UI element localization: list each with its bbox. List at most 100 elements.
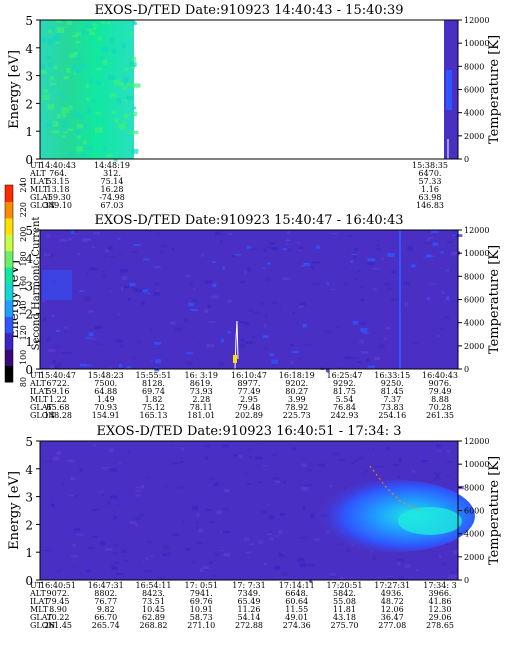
heatmap-cell	[203, 445, 210, 448]
heatmap-cell	[439, 251, 444, 254]
heatmap-cell	[129, 521, 137, 525]
heatmap-cell	[89, 328, 96, 330]
heatmap-cell	[128, 298, 131, 301]
heatmap-cell	[104, 548, 112, 552]
table-cell: 277.08	[378, 621, 406, 630]
heatmap-cell	[185, 361, 193, 365]
heatmap-cell	[246, 246, 252, 249]
heatmap-cell	[48, 38, 52, 44]
heatmap-cell	[337, 543, 345, 545]
heatmap-cell	[133, 111, 137, 117]
heatmap-cell	[160, 249, 163, 253]
heatmap-cell	[77, 135, 82, 139]
heatmap-cell	[233, 454, 238, 457]
y-tick-label-left: 5	[25, 435, 33, 449]
heatmap-cell	[446, 241, 454, 243]
table-cell: 2.95	[240, 395, 258, 404]
heatmap-cell	[212, 283, 217, 288]
table-cell: 54.14	[238, 613, 261, 622]
table-cell: 8.88	[431, 395, 449, 404]
heatmap-cell	[114, 504, 121, 506]
heatmap-cell	[427, 236, 434, 239]
y-tick-label-left: 1	[25, 546, 33, 560]
heatmap-cell	[103, 59, 108, 65]
heatmap-cell	[45, 123, 51, 128]
heatmap-cell	[199, 568, 204, 573]
heatmap-cell	[424, 241, 432, 244]
heatmap-cell	[69, 105, 73, 111]
heatmap-cell	[182, 518, 185, 523]
heatmap-cell	[238, 301, 241, 303]
heatmap-cell	[432, 242, 439, 246]
y-tick-label-left: 5	[25, 14, 33, 28]
table-cell: 261.45	[44, 621, 72, 630]
heatmap-cell	[86, 271, 89, 275]
heatmap-cell	[372, 447, 375, 451]
heatmap-cell	[347, 235, 354, 237]
heatmap-cell	[153, 291, 160, 296]
heatmap-cell	[41, 94, 50, 101]
heatmap-cell	[404, 302, 408, 307]
heatmap-cell	[124, 99, 128, 102]
table-cell: 181.01	[187, 411, 215, 420]
heatmap-cell	[239, 321, 245, 323]
heatmap-cell	[282, 248, 287, 250]
heatmap-cell	[337, 367, 343, 369]
heatmap-cell	[343, 356, 351, 360]
heatmap-cell	[291, 447, 297, 451]
table-cell: 16.28	[101, 185, 124, 194]
heatmap-cell	[411, 342, 419, 344]
heatmap-cell	[313, 538, 320, 541]
panel-title: EXOS-D/TED Date:910923 14:40:43 - 15:40:…	[94, 3, 403, 18]
heatmap-cell	[110, 495, 118, 499]
heatmap-cell	[92, 535, 99, 538]
table-cell: 15:55:51	[136, 371, 172, 380]
table-cell: 265.74	[92, 621, 120, 630]
heatmap-cell	[370, 550, 373, 553]
heatmap-cell	[254, 311, 261, 314]
heatmap-cell	[184, 318, 189, 323]
heatmap-cell	[49, 83, 57, 86]
heatmap-cell	[247, 267, 251, 272]
heatmap-cell	[91, 246, 95, 249]
heatmap-cell	[122, 120, 127, 124]
y-tick-label-left: 0	[25, 153, 33, 167]
heatmap-cell	[135, 516, 141, 520]
heatmap-cell	[201, 253, 204, 258]
heatmap-cell	[453, 550, 458, 555]
table-cell: -59.30	[45, 193, 71, 202]
colorbar-tick-label: 200	[19, 227, 28, 242]
heatmap-cell	[51, 314, 55, 317]
y-axis-label-right: Temperature [K]	[487, 35, 502, 144]
heatmap-cell	[260, 301, 264, 306]
table-cell: 59.16	[47, 387, 70, 396]
heatmap-cell	[375, 466, 384, 468]
heatmap-cell	[89, 78, 94, 85]
heatmap-cell	[172, 533, 180, 536]
table-cell: 15:38:35	[412, 161, 448, 170]
table-cell: 17:20:51	[327, 581, 363, 590]
heatmap-cell	[129, 62, 137, 67]
heatmap-cell	[439, 555, 442, 559]
table-cell: 9250.	[381, 379, 404, 388]
colorbar-segment	[5, 365, 13, 383]
heatmap-cell	[121, 549, 127, 553]
panel-title: EXOS-D/TED Date:910923 16:40:51 - 17:34:…	[97, 424, 402, 439]
heatmap-cell	[360, 350, 369, 354]
heatmap-cell	[61, 96, 67, 99]
heatmap-cell	[286, 239, 290, 242]
y-tick-label-right: 6000	[464, 507, 484, 516]
table-cell: 146.83	[416, 201, 444, 210]
table-cell: 5.54	[336, 395, 354, 404]
heatmap-cell	[411, 470, 416, 473]
table-cell: 78.92	[285, 403, 308, 412]
heatmap-cell	[249, 543, 255, 546]
table-cell: 8802.	[94, 589, 117, 598]
heatmap-cell	[248, 309, 254, 313]
table-row-label: ALT	[29, 169, 46, 178]
heatmap-cell	[95, 343, 102, 345]
heatmap-cell	[109, 290, 113, 292]
heatmap-cell	[222, 531, 231, 534]
table-cell: 2.28	[192, 395, 210, 404]
heatmap-cell	[142, 289, 148, 293]
